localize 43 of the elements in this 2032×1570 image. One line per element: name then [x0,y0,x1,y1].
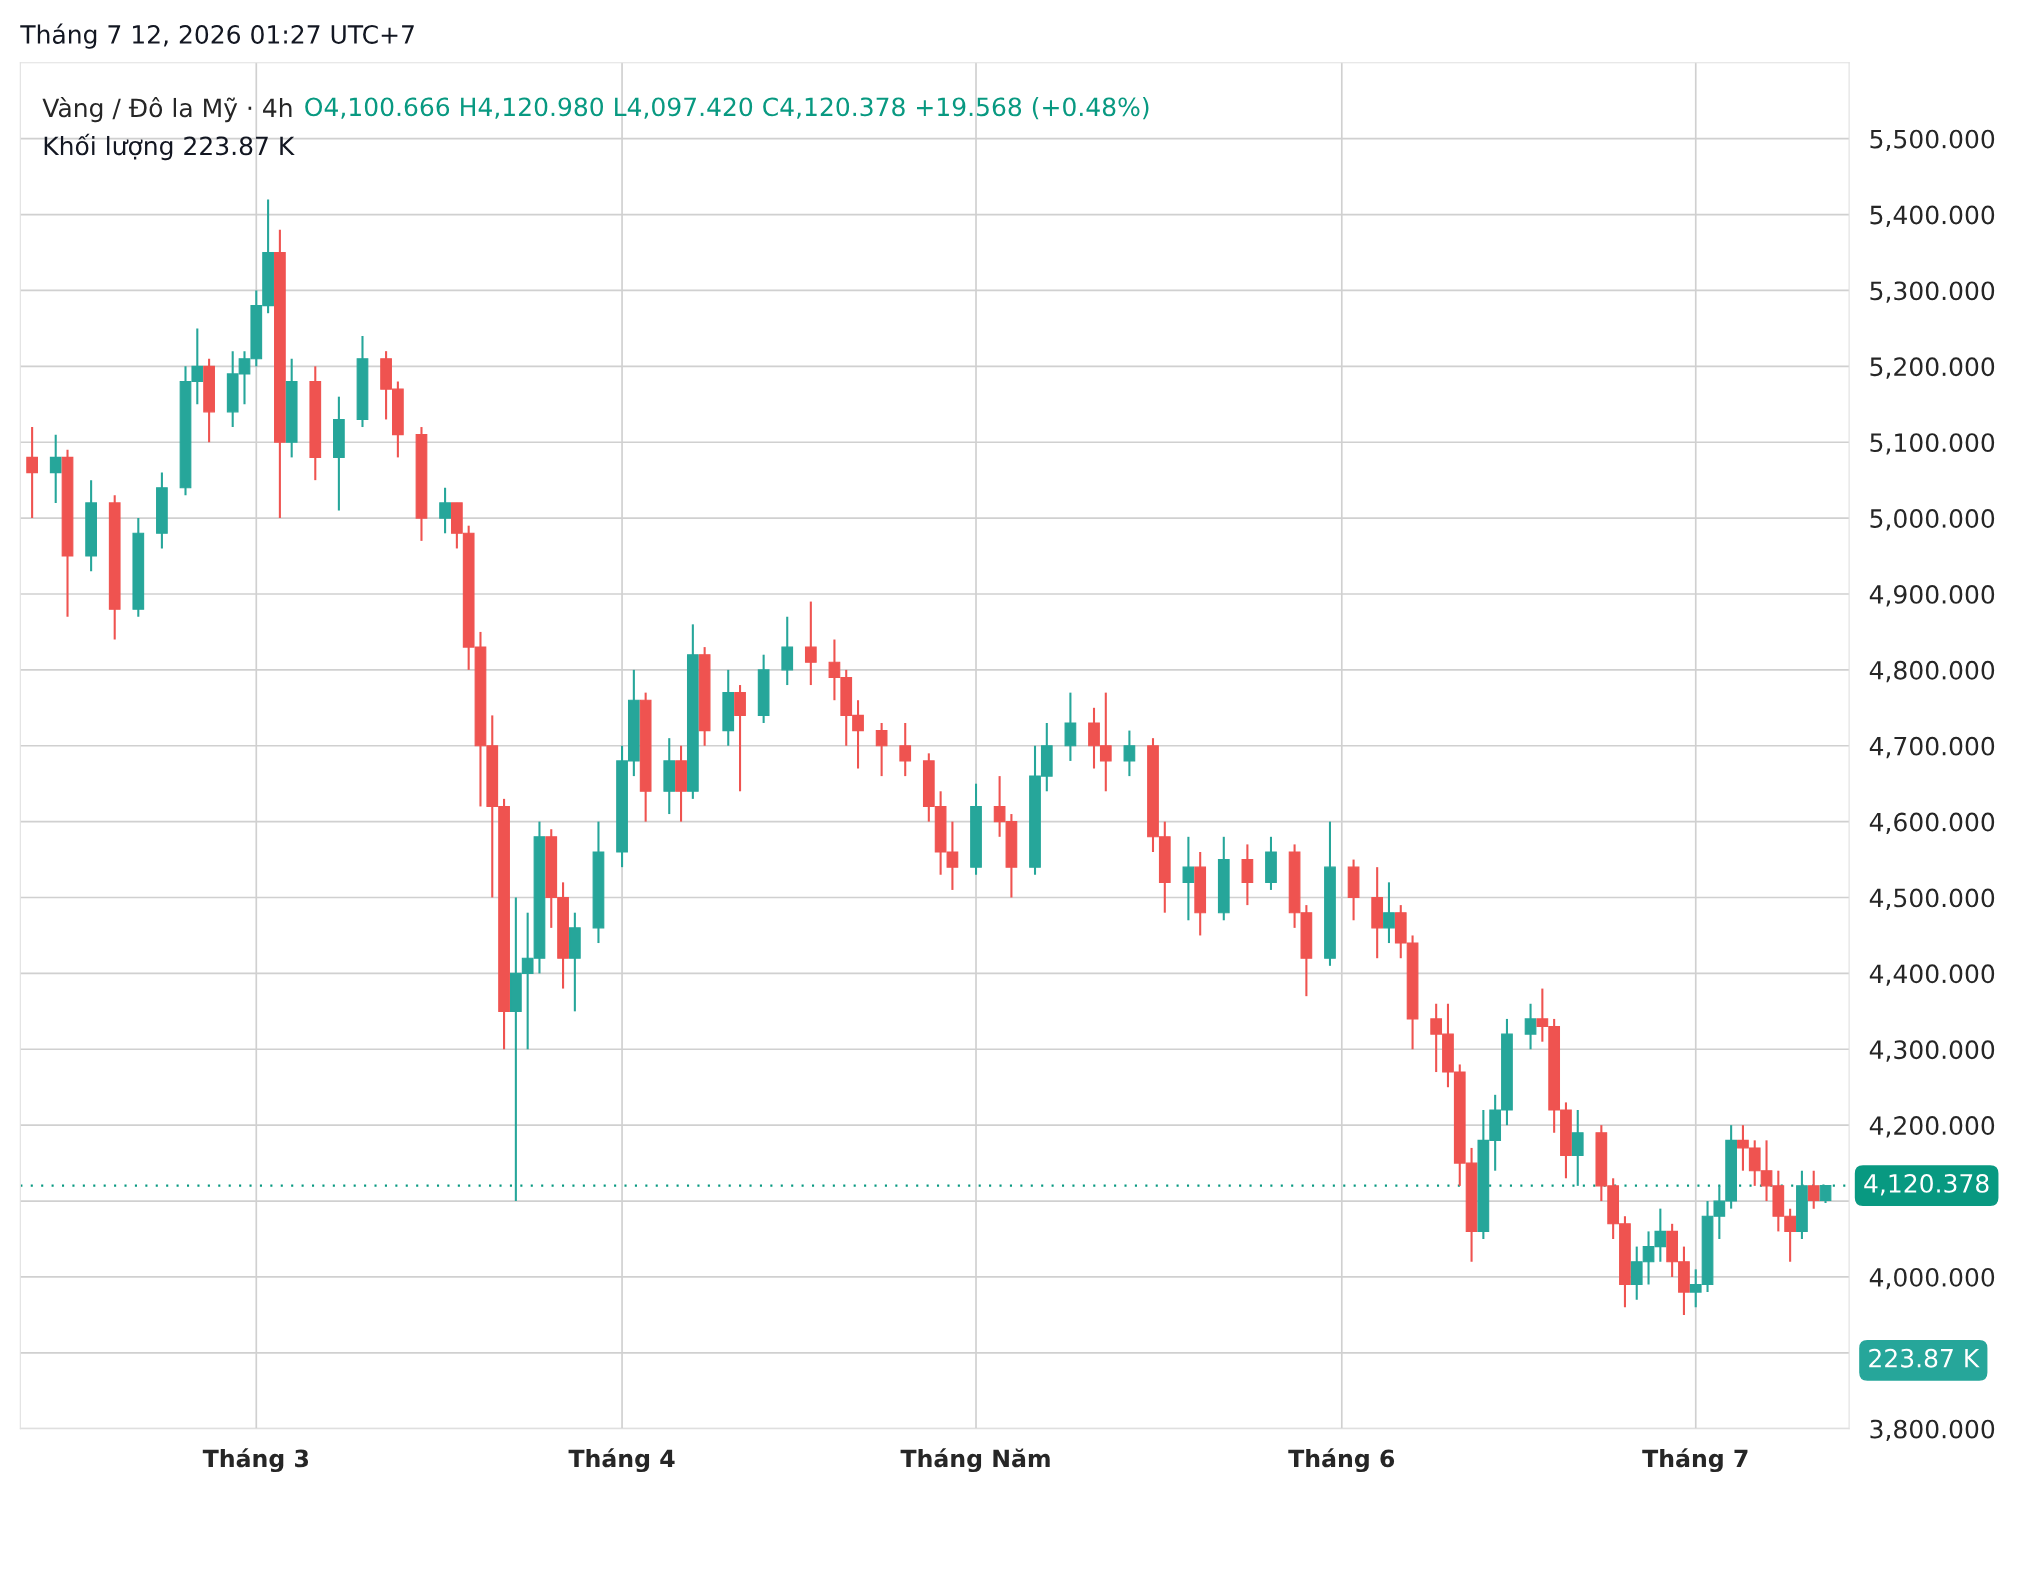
x-tick-label: Tháng 3 [202,1448,309,1473]
y-tick-label: 4,700.000 [1869,736,1995,759]
candlestick [899,721,912,778]
y-tick-label: 5,200.000 [1870,357,1995,379]
candlestick [26,426,38,520]
candlestick [439,486,451,535]
y-tick-label: 4,800.000 [1869,660,1995,683]
candlestick [804,600,817,687]
y-tick-label: 4,900.000 [1869,584,1995,607]
candlestick [781,615,794,687]
candlestick [1383,881,1395,945]
annotation: O4,100.666 H4,120.980 L4,097.420 C4,120.378 +19.568 (+0.48%) [305,96,1149,120]
text: Vàng / Đô la Mỹ · 4h [42,96,292,123]
y-tick-label: 5,100.000 [1870,433,1995,455]
candlestick [1807,1169,1820,1210]
candlestick [49,433,62,504]
candlestick [1571,1108,1584,1187]
y-tick-label: 5,300.000 [1870,281,1995,303]
y-tick-label: 5,500.000 [1870,129,1995,152]
text: 223.87 K [1869,1348,1980,1368]
y-tick-label: 4,200.000 [1869,1116,1995,1138]
y-tick-label: 5,000.000 [1870,509,1995,531]
y-tick-label: 4,300.000 [1869,1040,1995,1062]
annotation: Khối lượng 223.87 K [44,133,295,161]
x-tick-label: Tháng 6 [1288,1448,1395,1473]
candlestick [1241,843,1254,907]
candlestick [875,721,888,778]
ref-line-label: 4,120.378 [1864,1173,1989,1196]
x-tick-label: Tháng Năm [900,1448,1050,1473]
y-tick-label: 3,800.000 [1870,1419,1995,1442]
candlestick [1524,1002,1537,1051]
text: Tháng 7 12, 2026 01:27 UTC+7 [20,23,414,49]
y-tick-label: 4,500.000 [1869,888,1995,910]
x-tick-label: Tháng 4 [568,1448,675,1473]
candlestick [1182,835,1195,922]
candlestick [1123,729,1136,778]
candlestick [734,684,746,793]
candlestick [1064,691,1077,762]
y-tick-label: 4,000.000 [1869,1267,1995,1290]
y-tick-label: 4,400.000 [1869,964,1995,986]
y-tick-label: 5,400.000 [1870,205,1995,227]
y-tick-label: 4,600.000 [1869,812,1995,835]
x-tick-label: Tháng 7 [1642,1448,1748,1473]
